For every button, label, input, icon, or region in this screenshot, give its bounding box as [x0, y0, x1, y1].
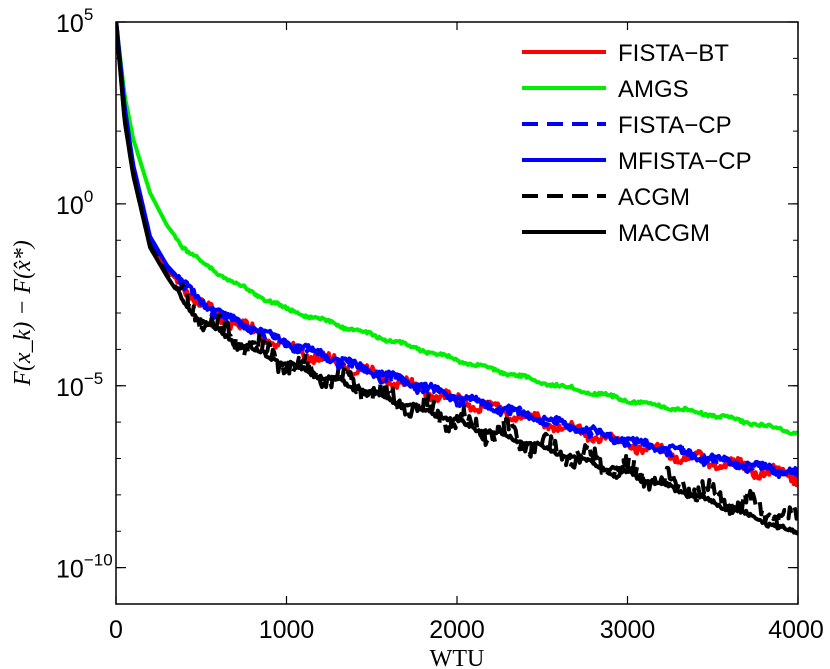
- series-line-amgs: [116, 22, 798, 436]
- legend-label: FISTA−BT: [618, 40, 729, 67]
- legend-label: AMGS: [618, 76, 689, 103]
- y-tick-label: 105: [56, 5, 93, 38]
- legend-label: ACGM: [618, 184, 690, 211]
- plot-area: [116, 22, 798, 536]
- legend-label: FISTA−CP: [618, 112, 732, 139]
- x-tick-label: 4000: [768, 616, 824, 644]
- y-tick-label: 100: [56, 187, 93, 220]
- axes: 0 1000 2000 3000 4000 105 100 10−5 10−10 WTU F(x_k…: [10, 5, 824, 669]
- x-axis-label: WTU: [430, 646, 485, 669]
- x-tick-label: 1000: [259, 616, 315, 644]
- series-line-mfista-cp: [116, 22, 798, 476]
- x-tick-label: 3000: [600, 616, 656, 644]
- legend-label: MFISTA−CP: [618, 148, 752, 175]
- series-line-fista-cp: [116, 22, 798, 481]
- y-tick-label: 10−10: [56, 551, 113, 584]
- y-tick-label: 10−5: [56, 369, 103, 402]
- legend-label: MACGM: [618, 220, 710, 247]
- series-line-macgm: [116, 22, 798, 536]
- y-axis-label: F(x_k) − F(x̂*): [10, 240, 36, 386]
- series-line-acgm: [116, 22, 798, 531]
- x-tick-label: 2000: [429, 616, 485, 644]
- legend: FISTA−BT AMGS FISTA−CP MFISTA−CP ACGM MACGM: [522, 40, 752, 247]
- x-tick-label: 0: [109, 616, 123, 644]
